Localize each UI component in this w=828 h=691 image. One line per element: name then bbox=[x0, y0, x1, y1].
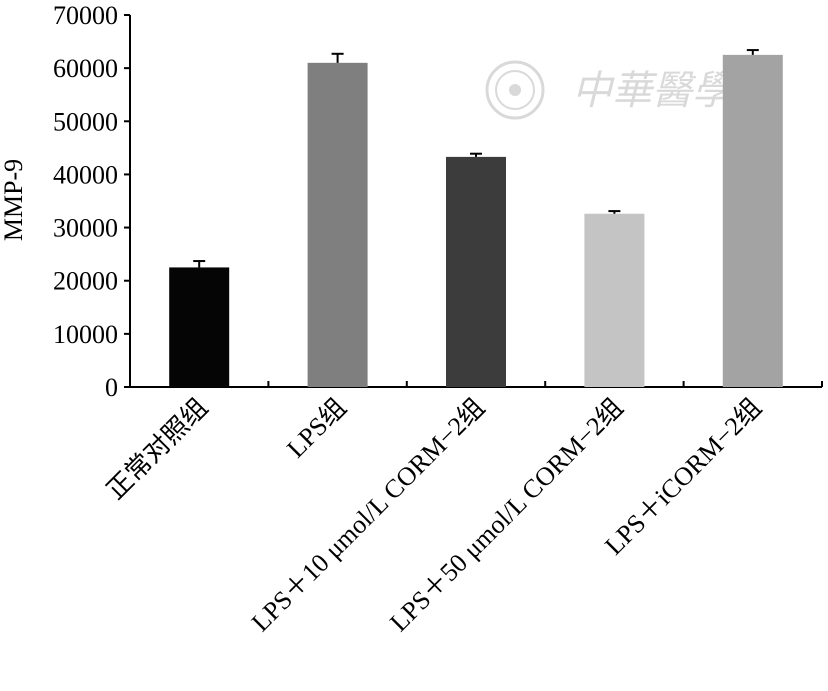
bars bbox=[169, 49, 783, 387]
y-tick-label: 50000 bbox=[53, 107, 118, 136]
y-tick-label: 0 bbox=[105, 373, 118, 402]
y-tick-label: 70000 bbox=[53, 1, 118, 30]
y-axis-label: MMP-9 bbox=[0, 159, 28, 241]
bar bbox=[722, 54, 783, 387]
bar bbox=[446, 156, 506, 387]
x-tick-label: 正常对照组 bbox=[101, 393, 213, 505]
bar bbox=[584, 213, 645, 387]
y-tick-label: 10000 bbox=[53, 320, 118, 349]
x-tick-label: LPS＋10 μmol/L CORM−2组 bbox=[246, 393, 490, 637]
x-tick-label: LPS＋50 μmol/L CORM−2组 bbox=[384, 393, 628, 637]
y-tick-label: 40000 bbox=[53, 160, 118, 189]
bar bbox=[169, 267, 230, 387]
y-tick-label: 60000 bbox=[53, 54, 118, 83]
x-tick-label: LPS＋iCORM−2组 bbox=[599, 393, 767, 561]
x-tick-label: LPS组 bbox=[281, 393, 352, 464]
bar bbox=[307, 62, 368, 387]
y-tick-label: 30000 bbox=[53, 214, 118, 243]
y-tick-labels: 0 10000 20000 30000 40000 50000 60000 70000 bbox=[53, 1, 118, 402]
society-seal-icon bbox=[485, 60, 545, 120]
y-tick-label: 20000 bbox=[53, 267, 118, 296]
